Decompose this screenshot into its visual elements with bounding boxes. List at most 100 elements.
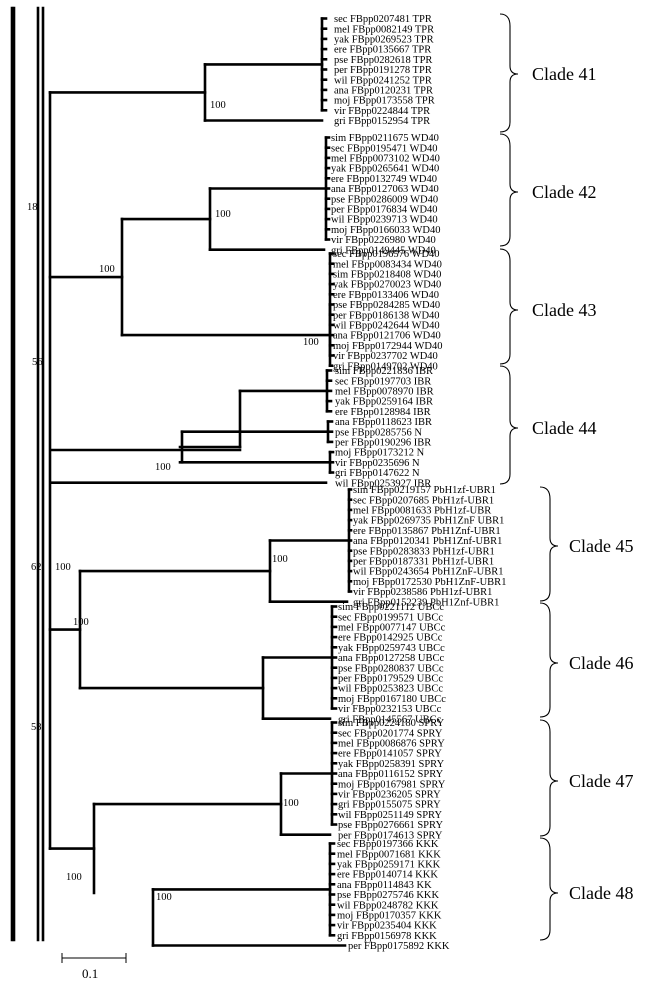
taxon-label: yak FBpp0270023 WD40	[333, 280, 441, 291]
taxon-label: pse FBpp0280837 UBCc	[338, 663, 444, 674]
taxon-label: vir FBpp0226980 WD40	[331, 235, 436, 246]
taxon-label: wil FBpp0241252 TPR	[334, 75, 432, 86]
bootstrap-clade-47-48: 100	[66, 872, 82, 883]
taxon-label: mel FBpp0082149 TPR	[334, 24, 434, 35]
taxon-label: mel FBpp0083434 WD40	[333, 259, 442, 270]
taxon-label: vir FBpp0238586 PbH1zf-UBR1	[353, 587, 492, 598]
taxon-label: sec FBpp0197703 IBR	[335, 376, 431, 387]
taxon-label: per FBpp0179529 UBCc	[338, 674, 443, 685]
bootstrap-clade-43: 100	[303, 337, 319, 348]
taxon-label: ana FBpp0120341 PbH1Znf-UBR1	[353, 536, 502, 547]
bootstrap-clade-44: 100	[155, 462, 171, 473]
taxon-label: ana FBpp0127063 WD40	[331, 184, 439, 195]
taxon-label: moj FBpp0170357 KKK	[337, 911, 442, 922]
taxon-label: gri FBpp0145567 UBCc	[338, 714, 442, 725]
taxon-label: ere FBpp0132749 WD40	[331, 174, 437, 185]
taxon-label: ere FBpp0133406 WD40	[333, 290, 439, 301]
taxon-label: ana FBpp0127258 UBCc	[338, 653, 445, 664]
taxon-label: wil FBpp0248782 KKK	[337, 900, 439, 911]
taxon-label: wil FBpp0251149 SPRY	[338, 810, 442, 821]
taxon-label: yak FBpp0269735 PbH1ZnF UBR1	[353, 516, 504, 527]
bootstrap-clade-42: 100	[215, 209, 231, 220]
bootstrap-clade-46: 100	[73, 617, 89, 628]
taxon-label: pse FBpp0282618 TPR	[334, 55, 432, 66]
taxon-label: pse FBpp0284285 WD40	[333, 300, 440, 311]
taxon-label: gri FBpp0155075 SPRY	[338, 800, 441, 811]
taxon-label: gri FBpp0149445 WD40	[331, 245, 436, 256]
bootstrap-clade-45-46: 100	[55, 562, 71, 573]
taxon-label: sec FBpp0201774 SPRY	[338, 728, 443, 739]
taxon-label: gri FBpp0152239 PbH1Znf-UBR1	[353, 597, 499, 608]
taxon-label: mel FBpp0086876 SPRY	[338, 739, 445, 750]
scale-bar: 0.1	[61, 953, 127, 981]
taxon-label: moj FBpp0172530 PbH1ZnF-UBR1	[353, 577, 506, 588]
taxon-label: moj FBpp0173212 N	[335, 448, 425, 459]
taxon-label: per FBpp0191278 TPR	[334, 65, 432, 76]
taxon-label: yak FBpp0265641 WD40	[331, 164, 439, 175]
taxon-label: vir FBpp0224844 TPR	[334, 106, 430, 117]
taxon-label: sec FBpp0195471 WD40	[331, 143, 438, 154]
taxon-label: wil FBpp0253927 IBR	[335, 478, 431, 489]
clade-43-label: Clade 43	[532, 300, 597, 320]
taxon-label: pse FBpp0286009 WD40	[331, 194, 438, 205]
taxon-label: mel FBpp0077147 UBCc	[338, 623, 446, 634]
clade-41-label: Clade 41	[532, 64, 597, 84]
taxon-label: per FBpp0190296 IBR	[335, 438, 431, 449]
taxon-label: sec FBpp0196576 WD40	[333, 249, 440, 260]
bootstrap-clade-47: 100	[283, 798, 299, 809]
taxon-label: wil FBpp0253823 UBCc	[338, 684, 443, 695]
taxon-label: per FBpp0176834 WD40	[331, 205, 438, 216]
taxon-label: gri FBpp0156978 KKK	[337, 931, 437, 942]
taxon-label: ana FBpp0118623 IBR	[335, 417, 432, 428]
taxon-label: wil FBpp0242644 WD40	[333, 321, 440, 332]
clade-46-brace	[539, 602, 559, 718]
clade-48-label: Clade 48	[569, 883, 634, 903]
taxon-label: sim FBpp0221836 IBR	[335, 366, 433, 377]
bootstrap-clade-45: 100	[272, 554, 288, 565]
bootstrap-root-d: 58	[31, 722, 42, 733]
taxon-label: mel FBpp0073102 WD40	[331, 154, 440, 165]
taxon-label: pse FBpp0275746 KKK	[337, 890, 440, 901]
taxon-label: wil FBpp0243654 PbH1ZnF-UBR1	[353, 567, 504, 578]
taxon-label: ere FBpp0140714 KKK	[337, 870, 438, 881]
taxon-label: moj FBpp0172944 WD40	[333, 341, 442, 352]
taxon-label: yak FBpp0259743 UBCc	[338, 643, 445, 654]
bootstrap-clade-42-43: 100	[99, 264, 115, 275]
taxon-label: ana FBpp0116152 SPRY	[338, 769, 444, 780]
clade-43-brace	[499, 248, 519, 365]
taxon-label: per FBpp0187331 PbH1zf-UBR1	[353, 557, 494, 568]
clade-45-label: Clade 45	[569, 536, 634, 556]
taxon-label: sim FBpp0224180 SPRY	[338, 718, 445, 729]
taxon-label: sec FBpp0207481 TPR	[334, 14, 432, 25]
taxon-label: ere FBpp0128984 IBR	[335, 407, 431, 418]
taxon-label: sim FBpp0219157 PbH1zf-UBR1	[353, 485, 496, 496]
taxon-label: yak FBpp0258391 SPRY	[338, 759, 445, 770]
taxon-label: yak FBpp0259164 IBR	[335, 397, 433, 408]
taxon-label: yak FBpp0269523 TPR	[334, 35, 434, 46]
clade-42-label: Clade 42	[532, 182, 597, 202]
taxon-label: sec FBpp0199571 UBCc	[338, 612, 443, 623]
taxon-label: wil FBpp0239713 WD40	[331, 215, 438, 226]
taxon-label: sim FBpp0211675 WD40	[331, 133, 439, 144]
clade-46-label: Clade 46	[569, 653, 634, 673]
taxon-label: moj FBpp0173558 TPR	[334, 96, 435, 107]
taxon-label: gri FBpp0147622 N	[335, 468, 420, 479]
clade-41-brace	[499, 13, 519, 133]
clade-44-label: Clade 44	[532, 418, 597, 438]
bootstrap-clade-48: 100	[156, 892, 172, 903]
taxon-label: vir FBpp0235404 KKK	[337, 921, 437, 932]
taxon-label: vir FBpp0237702 WD40	[333, 351, 438, 362]
clade-47-label: Clade 47	[569, 771, 634, 791]
taxon-label: pse FBpp0285756 N	[335, 427, 422, 438]
taxon-label: mel FBpp0081633 PbH1zf-UBR	[353, 506, 491, 517]
taxon-label: ere FBpp0142925 UBCc	[338, 633, 443, 644]
taxon-label: mel FBpp0078970 IBR	[335, 387, 434, 398]
clade-44-brace	[499, 365, 519, 485]
taxon-label: ere FBpp0141057 SPRY	[338, 749, 442, 760]
tree-branches	[10, 6, 353, 947]
taxon-label: pse FBpp0283833 PbH1zf-UBR1	[353, 546, 495, 557]
taxon-label: pse FBpp0276661 SPRY	[338, 820, 443, 831]
taxon-label: yak FBpp0259171 KKK	[337, 860, 441, 871]
